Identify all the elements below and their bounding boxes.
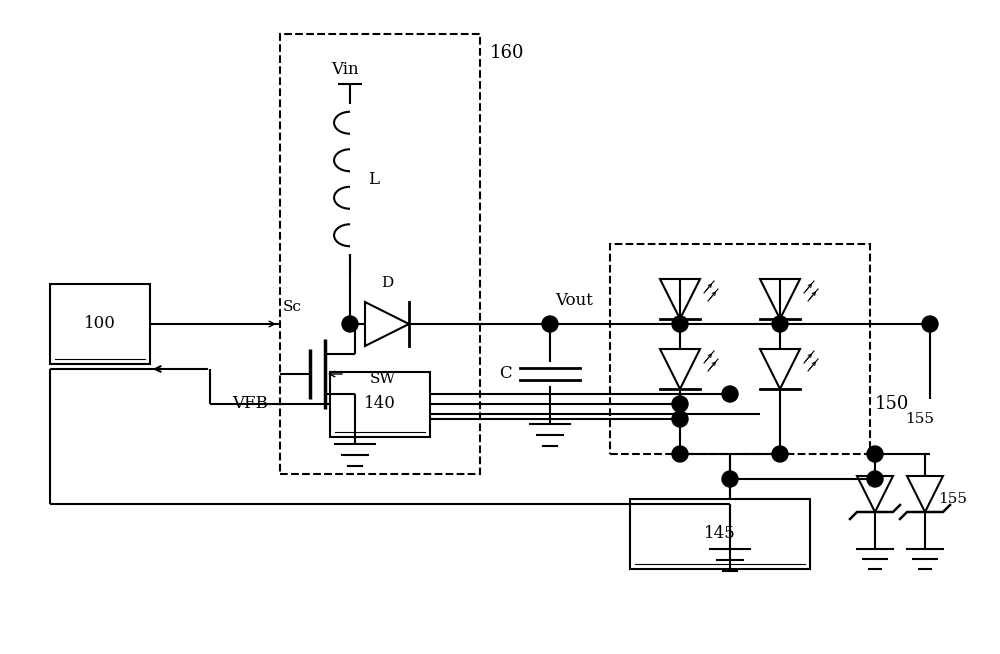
Circle shape xyxy=(867,446,883,462)
Text: 150: 150 xyxy=(875,395,909,413)
Text: Vin: Vin xyxy=(331,61,359,78)
Circle shape xyxy=(672,446,688,462)
Text: 155: 155 xyxy=(905,412,934,426)
Bar xyxy=(50,284,150,364)
Text: 155: 155 xyxy=(938,492,967,506)
Text: D: D xyxy=(381,276,393,290)
Text: Sc: Sc xyxy=(283,300,302,314)
Bar xyxy=(610,244,870,454)
Text: VFB: VFB xyxy=(232,396,268,413)
Text: 160: 160 xyxy=(490,44,524,62)
Text: 100: 100 xyxy=(84,315,116,332)
Circle shape xyxy=(672,316,688,332)
Text: C: C xyxy=(499,366,511,383)
Text: Vout: Vout xyxy=(555,292,593,309)
Circle shape xyxy=(722,471,738,487)
Bar xyxy=(280,34,480,474)
Text: L: L xyxy=(368,171,379,188)
Circle shape xyxy=(867,471,883,487)
Circle shape xyxy=(542,316,558,332)
Circle shape xyxy=(722,386,738,402)
Bar xyxy=(330,371,430,436)
Text: 140: 140 xyxy=(364,396,396,413)
Circle shape xyxy=(672,396,688,412)
Text: 145: 145 xyxy=(704,526,736,543)
Circle shape xyxy=(772,446,788,462)
Bar xyxy=(630,499,810,569)
Text: SW: SW xyxy=(370,372,396,386)
Circle shape xyxy=(772,316,788,332)
Circle shape xyxy=(922,316,938,332)
Circle shape xyxy=(672,411,688,427)
Circle shape xyxy=(342,316,358,332)
